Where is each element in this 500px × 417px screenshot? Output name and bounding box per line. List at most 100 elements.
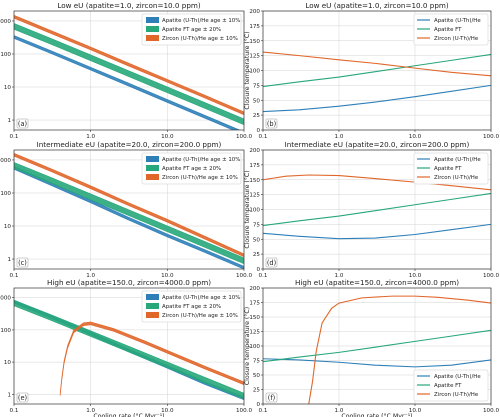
panel-title: High eU (apatite=150.0, zircon=4000.0 pp… — [295, 278, 459, 287]
y-tick-label: 75 — [253, 222, 261, 228]
y-tick-label: 1 — [7, 118, 11, 124]
series-line — [263, 329, 491, 363]
series-line — [263, 358, 491, 368]
legend-label: Apatite FT — [434, 166, 462, 172]
y-tick-label: 150 — [249, 39, 260, 45]
y-tick-label: 10 — [4, 224, 12, 230]
panel-letter-box — [265, 257, 278, 268]
series-line — [263, 51, 491, 77]
x-tick-label: 1.0 — [335, 273, 344, 279]
legend-label: Zircon (U-Th)/He — [434, 36, 479, 42]
x-tick-label: 0.1 — [259, 134, 268, 140]
y-tick-label: 50 — [253, 98, 261, 104]
legend-box — [413, 13, 489, 46]
panel-title: Low eU (apatite=1.0, zircon=10.0 ppm) — [57, 1, 201, 10]
series-band — [14, 14, 244, 116]
panel-letter: (d) — [267, 259, 276, 267]
y-tick-label: 10 — [4, 360, 12, 366]
x-tick-label: 10.0 — [161, 134, 174, 140]
panel-letter: (e) — [18, 394, 27, 402]
legend-label: Apatite (U-Th)/He age ± 10% — [162, 18, 240, 24]
legend: Apatite (U-Th)/He Apatite FT Zircon (U-Th)… — [413, 369, 489, 402]
y-tick-label: 100 — [249, 208, 260, 214]
legend-label: Zircon (U-Th)/He age ± 10% — [162, 313, 238, 319]
y-tick-label: 100 — [0, 191, 11, 197]
panel-letter: (a) — [18, 120, 27, 128]
y-tick-label: 50 — [253, 373, 261, 379]
y-tick-label: 200 — [249, 9, 260, 15]
legend-label: Apatite FT age ± 20% — [162, 304, 221, 310]
x-axis-label: Cooling rate (°C Myr⁻¹) — [93, 412, 164, 417]
series-layer — [263, 295, 491, 404]
y-tick-label: 150 — [249, 315, 260, 321]
legend-label: Zircon (U-Th)/He age ± 10% — [162, 175, 238, 181]
legend-swatch — [146, 165, 159, 171]
legend-label: Apatite (U-Th)/He age ± 10% — [162, 295, 240, 301]
plot-frame — [13, 287, 245, 405]
x-tick-label: 1.0 — [335, 134, 344, 140]
legend-label: Zircon (U-Th)/He — [434, 392, 479, 398]
x-tick-label: 100.0 — [236, 134, 252, 140]
legend-box — [413, 369, 489, 402]
legend-label: Apatite (U-Th)/He — [434, 374, 481, 380]
series-band — [59, 321, 244, 396]
x-tick-label: 1.0 — [86, 273, 95, 279]
y-tick-label: 125 — [249, 330, 260, 336]
panel-letter-box — [16, 392, 29, 403]
legend: Apatite (U-Th)/He age ± 10% Apatite FT ag… — [141, 13, 242, 46]
y-axis-label: Closure temperature (°C) — [243, 31, 251, 109]
y-tick-label: 100 — [249, 69, 260, 75]
legend-box — [141, 290, 242, 323]
x-tick-label: 1.0 — [335, 408, 344, 414]
legend-swatch — [146, 17, 159, 23]
legend-box — [141, 13, 242, 46]
legend-box — [141, 152, 242, 185]
panel-title: Intermediate eU (apatite=20.0, zircon=20… — [37, 140, 222, 149]
legend-label: Apatite FT age ± 20% — [162, 166, 221, 172]
y-tick-label: 125 — [249, 54, 260, 60]
y-tick-label: 0 — [256, 128, 260, 134]
series-layer — [14, 152, 244, 269]
panel-letter-box — [265, 392, 278, 403]
series-line — [308, 295, 491, 404]
y-tick-label: 200 — [249, 286, 260, 292]
x-tick-label: 10.0 — [161, 408, 174, 414]
panel-title: Intermediate eU (apatite=20.0, zircon=20… — [285, 140, 470, 149]
legend: Apatite (U-Th)/He age ± 10% Apatite FT ag… — [141, 290, 242, 323]
legend-box — [413, 152, 489, 185]
legend-swatch — [146, 156, 159, 162]
series-line — [263, 174, 491, 191]
y-tick-label: 125 — [249, 193, 260, 199]
legend-swatch — [146, 174, 159, 180]
x-tick-label: 10.0 — [409, 273, 422, 279]
x-tick-label: 1.0 — [86, 408, 95, 414]
x-tick-label: 1.0 — [86, 134, 95, 140]
y-tick-label: 100 — [0, 328, 11, 334]
series-band — [14, 299, 244, 400]
legend-swatch — [146, 294, 159, 300]
y-tick-label: 1 — [7, 257, 11, 263]
y-tick-label: 150 — [249, 178, 260, 184]
x-tick-label: 10.0 — [409, 134, 422, 140]
panel-letter: (f) — [268, 394, 275, 402]
series-line — [263, 223, 491, 240]
series-band — [14, 152, 244, 258]
series-line — [263, 192, 491, 227]
legend-label: Apatite FT — [434, 383, 462, 389]
x-tick-label: 100.0 — [236, 273, 252, 279]
x-tick-label: 0.1 — [10, 134, 19, 140]
y-tick-label: 100 — [249, 344, 260, 350]
y-tick-label: 175 — [249, 163, 260, 169]
series-band — [14, 35, 241, 130]
panel-title: High eU (apatite=150.0, zircon=4000.0 pp… — [47, 278, 211, 287]
y-tick-label: 100 — [0, 52, 11, 58]
y-axis-label: Closure temperature (°C) — [243, 170, 251, 248]
y-tick-label: 175 — [249, 24, 260, 30]
y-tick-label: 1 — [7, 392, 11, 398]
x-tick-label: 0.1 — [259, 273, 268, 279]
panel-letter: (b) — [267, 120, 276, 128]
x-tick-label: 100.0 — [483, 408, 499, 414]
